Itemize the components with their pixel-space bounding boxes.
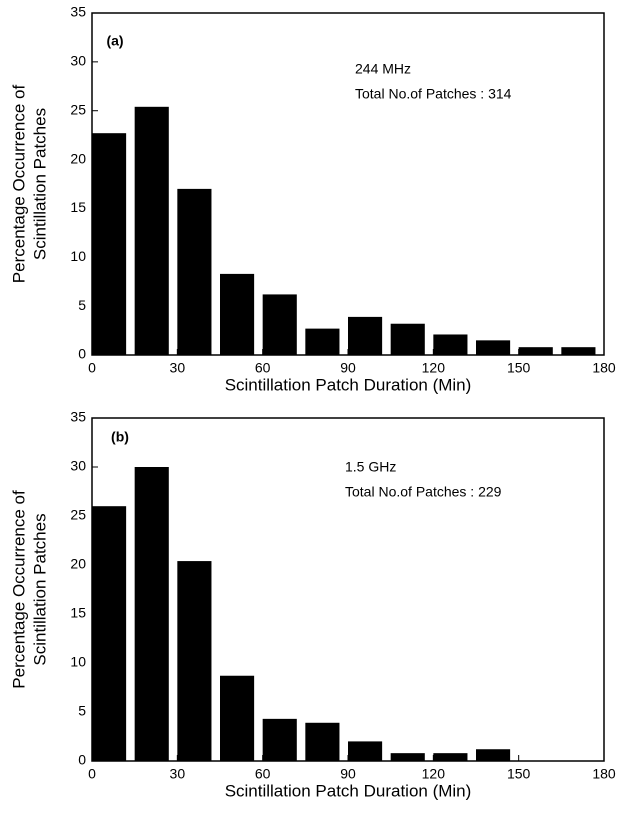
y-tick-label: 30 bbox=[70, 458, 86, 474]
y-tick-label: 10 bbox=[70, 248, 86, 264]
bar bbox=[433, 334, 468, 355]
bar bbox=[134, 467, 169, 761]
y-tick-label: 15 bbox=[70, 605, 86, 621]
annotation: Total No.of Patches : 314 bbox=[355, 86, 512, 102]
bar bbox=[476, 749, 511, 761]
bar bbox=[518, 347, 553, 355]
bar bbox=[348, 316, 383, 355]
y-tick-label: 25 bbox=[70, 507, 86, 523]
bar bbox=[262, 294, 297, 355]
bar bbox=[476, 340, 511, 355]
y-axis-label: Scintillation Patches bbox=[30, 513, 49, 665]
x-tick-label: 120 bbox=[422, 766, 446, 782]
x-axis-label: Scintillation Patch Duration (Min) bbox=[225, 375, 472, 394]
y-tick-label: 30 bbox=[70, 53, 86, 69]
y-tick-label: 25 bbox=[70, 101, 86, 117]
bar bbox=[92, 506, 127, 761]
y-tick-label: 0 bbox=[78, 346, 86, 362]
bar bbox=[561, 347, 596, 355]
panel-label: (a) bbox=[106, 33, 123, 49]
bar bbox=[348, 741, 383, 761]
bar bbox=[390, 323, 425, 355]
annotation: 244 MHz bbox=[355, 61, 411, 77]
x-tick-label: 30 bbox=[170, 360, 186, 376]
x-tick-label: 150 bbox=[507, 766, 531, 782]
bar bbox=[220, 675, 255, 761]
bar bbox=[92, 133, 127, 355]
panel-label: (b) bbox=[111, 429, 129, 445]
x-tick-label: 0 bbox=[88, 766, 96, 782]
x-tick-label: 180 bbox=[592, 360, 616, 376]
x-tick-label: 60 bbox=[255, 766, 271, 782]
y-tick-label: 20 bbox=[70, 150, 86, 166]
x-tick-label: 150 bbox=[507, 360, 531, 376]
y-tick-label: 20 bbox=[70, 556, 86, 572]
y-tick-label: 15 bbox=[70, 199, 86, 215]
bar bbox=[305, 328, 340, 355]
bar bbox=[134, 106, 169, 355]
y-tick-label: 10 bbox=[70, 654, 86, 670]
y-axis-label: Percentage Occurrence of bbox=[9, 490, 28, 689]
bar bbox=[262, 718, 297, 761]
y-axis-label: Scintillation Patches bbox=[30, 108, 49, 260]
annotation: Total No.of Patches : 229 bbox=[345, 484, 502, 500]
bar bbox=[390, 753, 425, 761]
bar bbox=[433, 753, 468, 761]
y-tick-label: 0 bbox=[78, 752, 86, 768]
bar bbox=[177, 188, 212, 355]
x-tick-label: 90 bbox=[340, 360, 356, 376]
x-tick-label: 0 bbox=[88, 360, 96, 376]
bar bbox=[177, 561, 212, 761]
y-tick-label: 35 bbox=[70, 4, 86, 20]
annotation: 1.5 GHz bbox=[345, 459, 396, 475]
y-tick-label: 35 bbox=[70, 409, 86, 425]
x-tick-label: 90 bbox=[340, 766, 356, 782]
bar bbox=[305, 722, 340, 761]
y-tick-label: 5 bbox=[78, 297, 86, 313]
x-tick-label: 30 bbox=[170, 766, 186, 782]
y-axis-label: Percentage Occurrence of bbox=[9, 85, 28, 284]
bar bbox=[220, 273, 255, 355]
x-tick-label: 120 bbox=[422, 360, 446, 376]
x-axis-label: Scintillation Patch Duration (Min) bbox=[225, 781, 472, 800]
x-tick-label: 60 bbox=[255, 360, 271, 376]
x-tick-label: 180 bbox=[592, 766, 616, 782]
y-tick-label: 5 bbox=[78, 703, 86, 719]
